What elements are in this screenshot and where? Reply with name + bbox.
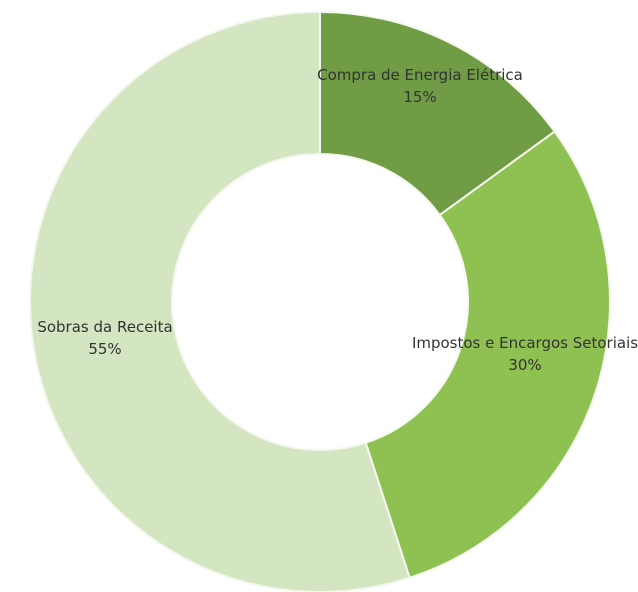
category-label: Impostos e Encargos Setoriais	[411, 334, 638, 352]
value-label: 55%	[88, 340, 122, 358]
slice-label: Sobras da Receita 55%	[0, 316, 210, 360]
donut-slice	[29, 10, 411, 592]
slice-label: Impostos e Encargos Setoriais 30%	[410, 332, 638, 376]
category-label: Compra de Energia Elétrica	[317, 66, 523, 84]
donut-slice	[364, 130, 611, 580]
value-label: 30%	[508, 356, 542, 374]
donut-slice	[319, 10, 557, 217]
category-label: Sobras da Receita	[37, 318, 173, 336]
value-label: 15%	[403, 88, 437, 106]
slice-label: Compra de Energia Elétrica 15%	[310, 64, 530, 108]
